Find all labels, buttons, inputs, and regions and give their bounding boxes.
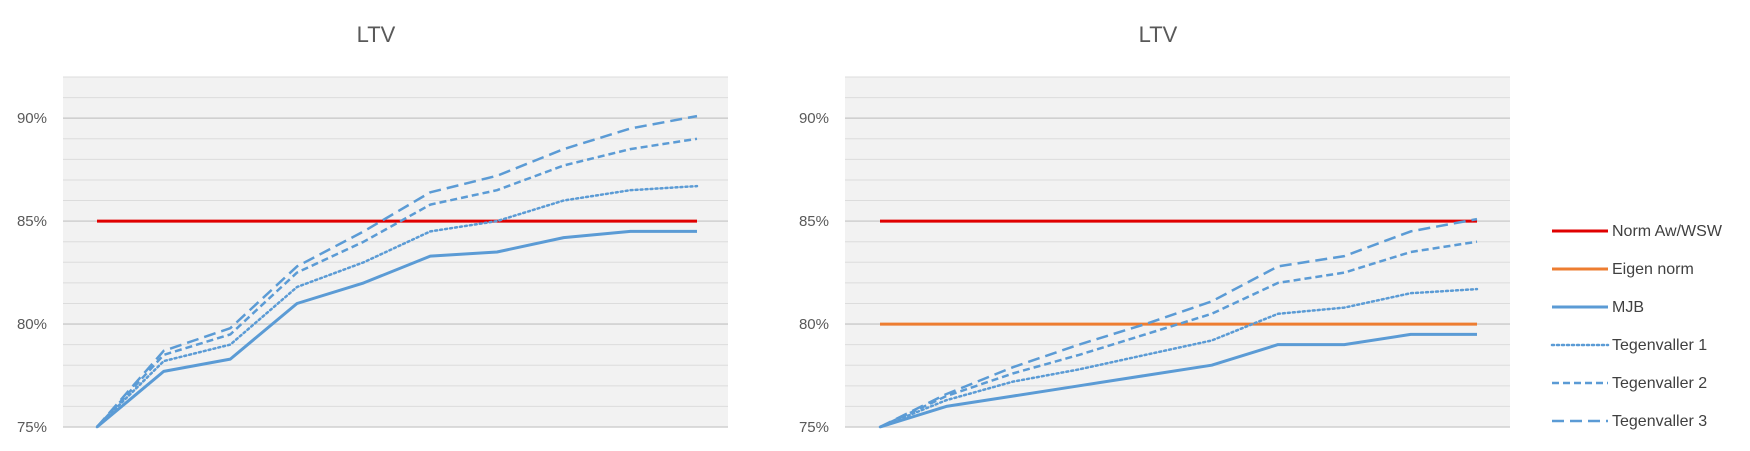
series-line-tegenvaller-3 [879,217,1478,429]
legend-item: Norm Aw/WSW [1552,223,1723,240]
legend-label: Eigen norm [1612,261,1694,278]
y-tick-label: 80% [17,316,47,333]
y-tick-label: 90% [17,110,47,127]
y-tick-label: 75% [799,419,829,436]
legend-label: MJB [1612,299,1644,316]
series-line-tegenvaller-2 [96,137,698,428]
legend-item: MJB [1552,299,1644,316]
plot-area [845,77,1510,427]
legend-label: Tegenvaller 3 [1612,413,1707,430]
chart-title: LTV [1139,22,1178,47]
y-tick-label: 85% [799,213,829,230]
chart-right: 75% 80% 85% 90% LTV [799,22,1510,436]
legend-item: Eigen norm [1552,261,1694,278]
series-line-tegenvaller-1 [878,287,1479,429]
legend-label: Norm Aw/WSW [1612,223,1723,240]
series-line-mjb [879,332,1477,429]
series-line-mjb [96,229,697,429]
legend-label: Tegenvaller 1 [1612,337,1707,354]
y-tick-label: 75% [17,419,47,436]
y-tick-label: 90% [799,110,829,127]
chart-title: LTV [357,22,396,47]
legend: Norm Aw/WSW Eigen norm MJB Tegenvaller 1 Teg… [1550,223,1723,430]
legend-item: Tegenvaller 2 [1552,375,1707,392]
series-line-tegenvaller-1 [95,184,699,429]
legend-item: Tegenvaller 3 [1552,413,1707,430]
legend-label: Tegenvaller 2 [1612,375,1707,392]
series-line-tegenvaller-3 [96,114,698,428]
y-tick-label: 85% [17,213,47,230]
legend-item: Tegenvaller 1 [1550,337,1707,354]
y-tick-label: 80% [799,316,829,333]
chart-left: 75% 80% 85% 90% LTV [17,22,728,436]
